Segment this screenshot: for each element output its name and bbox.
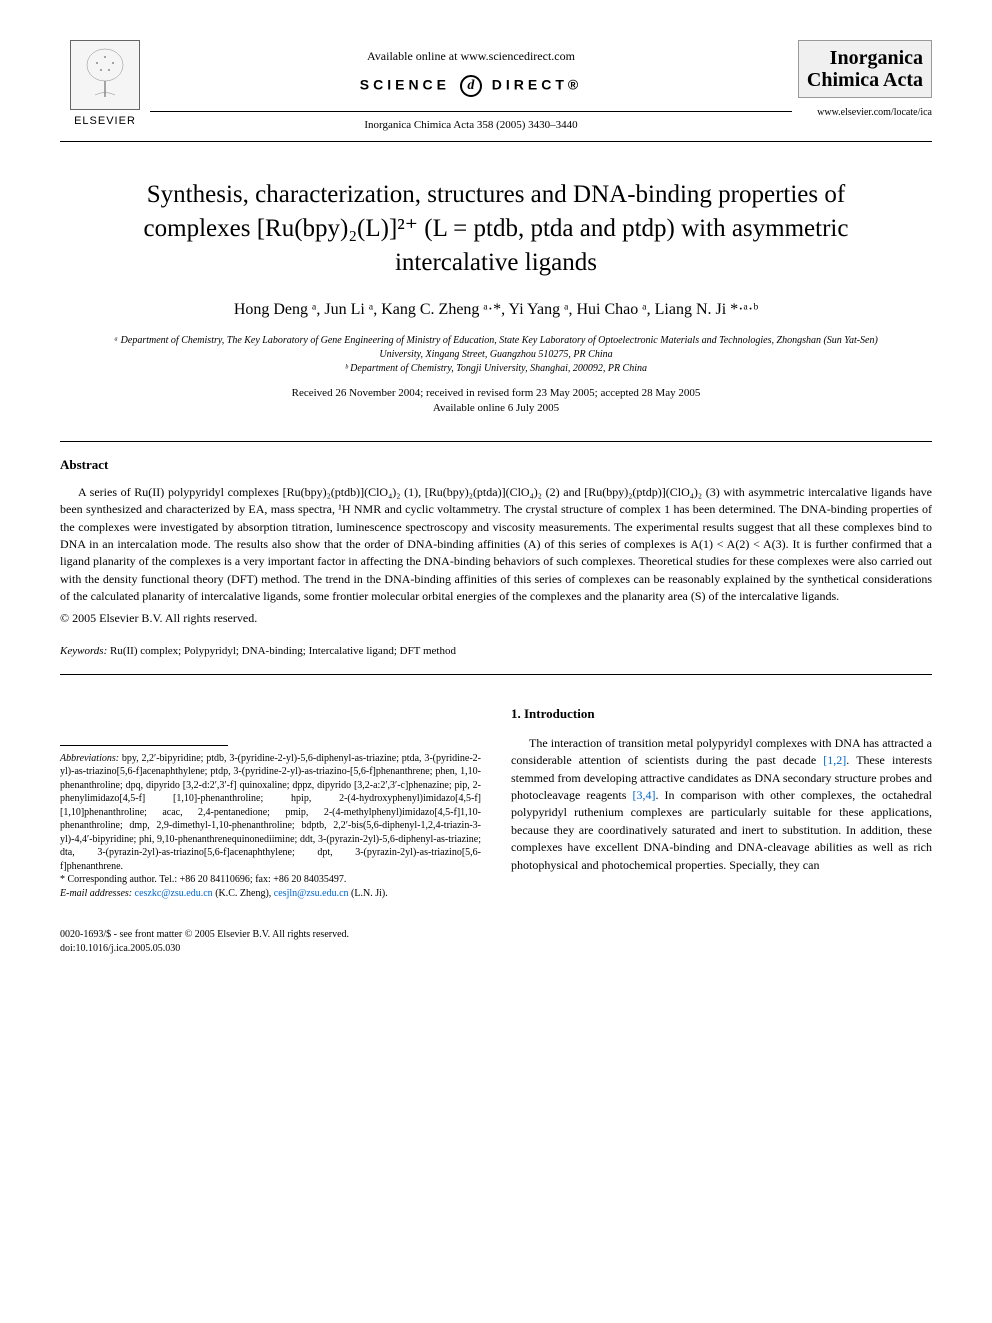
online-date: Available online 6 July 2005 bbox=[60, 401, 932, 416]
received-date: Received 26 November 2004; received in r… bbox=[60, 386, 932, 401]
email-name-1: (K.C. Zheng), bbox=[215, 888, 271, 899]
keywords-text: Ru(II) complex; Polypyridyl; DNA-binding… bbox=[110, 645, 456, 657]
authors-line: Hong Deng ᵃ, Jun Li ᵃ, Kang C. Zheng ᵃ·*… bbox=[60, 299, 932, 321]
science-direct-logo: SCIENCE d DIRECT® bbox=[150, 75, 792, 97]
email-footnote: E-mail addresses: ceszkc@zsu.edu.cn (K.C… bbox=[60, 887, 481, 901]
corresponding-footnote: * Corresponding author. Tel.: +86 20 841… bbox=[60, 873, 481, 887]
ref-link[interactable]: [3,4] bbox=[632, 788, 655, 802]
abstract-copyright: © 2005 Elsevier B.V. All rights reserved… bbox=[60, 610, 932, 627]
journal-name-line1: Inorganica bbox=[807, 47, 923, 69]
abbrev-text: bpy, 2,2′-bipyridine; ptdb, 3-(pyridine-… bbox=[60, 753, 481, 872]
doi-line: doi:10.1016/j.ica.2005.05.030 bbox=[60, 942, 932, 956]
sd-left: SCIENCE bbox=[360, 77, 450, 93]
abbreviations-footnote: Abbreviations: bpy, 2,2′-bipyridine; ptd… bbox=[60, 752, 481, 874]
elsevier-tree-icon bbox=[70, 40, 140, 110]
footnote-rule bbox=[60, 745, 228, 746]
journal-logo-block: Inorganica Chimica Acta www.elsevier.com… bbox=[792, 40, 932, 120]
journal-reference: Inorganica Chimica Acta 358 (2005) 3430–… bbox=[150, 118, 792, 133]
affiliations: ᵃ Department of Chemistry, The Key Labor… bbox=[110, 334, 882, 376]
affiliation-a: ᵃ Department of Chemistry, The Key Labor… bbox=[110, 334, 882, 362]
email-link-1[interactable]: ceszkc@zsu.edu.cn bbox=[135, 888, 213, 899]
keywords-label: Keywords: bbox=[60, 645, 107, 657]
email-link-2[interactable]: cesjln@zsu.edu.cn bbox=[274, 888, 349, 899]
email-name-2: (L.N. Ji). bbox=[351, 888, 388, 899]
locate-url[interactable]: www.elsevier.com/locate/ica bbox=[792, 106, 932, 120]
available-online-text: Available online at www.sciencedirect.co… bbox=[150, 48, 792, 65]
body-columns: Abbreviations: bpy, 2,2′-bipyridine; ptd… bbox=[60, 705, 932, 901]
issn-line: 0020-1693/$ - see front matter © 2005 El… bbox=[60, 928, 932, 942]
email-label: E-mail addresses: bbox=[60, 888, 132, 899]
affiliation-b: ᵇ Department of Chemistry, Tongji Univer… bbox=[110, 362, 882, 376]
keywords-line: Keywords: Ru(II) complex; Polypyridyl; D… bbox=[60, 644, 932, 674]
right-column: 1. Introduction The interaction of trans… bbox=[511, 705, 932, 901]
abbrev-label: Abbreviations: bbox=[60, 753, 119, 764]
article-dates: Received 26 November 2004; received in r… bbox=[60, 386, 932, 417]
page-header: ELSEVIER Available online at www.science… bbox=[60, 40, 932, 133]
introduction-heading: 1. Introduction bbox=[511, 705, 932, 723]
header-center: Available online at www.sciencedirect.co… bbox=[150, 40, 792, 133]
article-title: Synthesis, characterization, structures … bbox=[100, 178, 892, 279]
sd-d-icon: d bbox=[460, 75, 482, 97]
abstract-section: Abstract A series of Ru(II) polypyridyl … bbox=[60, 441, 932, 627]
sd-right: DIRECT® bbox=[492, 77, 582, 93]
journal-name: Inorganica Chimica Acta bbox=[798, 40, 932, 98]
abstract-text: A series of Ru(II) polypyridyl complexes… bbox=[60, 484, 932, 606]
left-column: Abbreviations: bpy, 2,2′-bipyridine; ptd… bbox=[60, 705, 481, 901]
publisher-logo: ELSEVIER bbox=[60, 40, 150, 129]
ref-link[interactable]: [1,2] bbox=[823, 753, 846, 767]
journal-name-line2: Chimica Acta bbox=[807, 69, 923, 91]
abstract-heading: Abstract bbox=[60, 456, 932, 474]
publisher-name: ELSEVIER bbox=[74, 114, 136, 129]
page-footer: 0020-1693/$ - see front matter © 2005 El… bbox=[60, 928, 932, 956]
introduction-text: The interaction of transition metal poly… bbox=[511, 735, 932, 874]
